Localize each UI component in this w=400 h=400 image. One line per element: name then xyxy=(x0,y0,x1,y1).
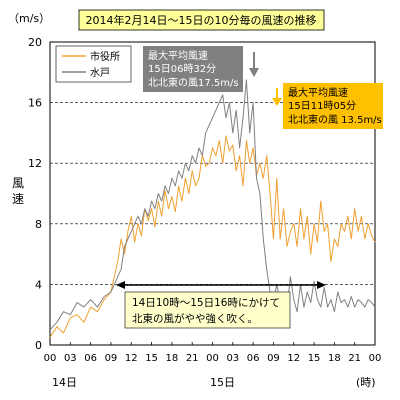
city-max-annotation: 最大平均風速 15日11時05分 北北東の風 13.5m/s xyxy=(272,83,383,129)
x-tick-label: 12 xyxy=(287,353,300,364)
period-note-box xyxy=(124,291,291,329)
x-tick-label: 21 xyxy=(186,353,199,364)
city-max-arrow-head xyxy=(272,98,282,106)
city-max-line-1: 最大平均風速 xyxy=(288,86,348,99)
mito-max-line-1: 最大平均風速 xyxy=(148,49,208,62)
y-unit-label: （m/s） xyxy=(8,12,50,25)
y-tick-label: 4 xyxy=(35,278,42,291)
x-tick-label: 03 xyxy=(64,353,77,364)
y-tick-label: 16 xyxy=(28,97,42,110)
day-label-15: 15日 xyxy=(210,376,235,389)
y-tick-label: 20 xyxy=(28,36,42,49)
mito-max-annotation: 最大平均風速 15日06時32分 北北東の風17.5m/s xyxy=(143,46,259,92)
y-axis-label-char-2: 速 xyxy=(12,192,24,206)
chart-title: 2014年2月14日～15日の10分毎の風速の推移 xyxy=(86,13,317,27)
x-tick-label: 03 xyxy=(226,353,239,364)
x-tick-label: 00 xyxy=(44,353,57,364)
period-note-line-1: 14日10時～15日16時にかけて xyxy=(132,297,280,309)
x-tick-label: 06 xyxy=(84,353,97,364)
series-line-city xyxy=(49,135,376,338)
x-tick-label: 18 xyxy=(328,353,341,364)
y-tick-label: 12 xyxy=(28,157,42,170)
period-note: 14日10時～15日16時にかけて 北東の風がやや強く吹く。 xyxy=(124,291,291,329)
x-unit-label: (時) xyxy=(356,376,376,389)
series-line-mito xyxy=(49,79,376,331)
x-tick-label: 09 xyxy=(105,353,118,364)
legend-label-mito: 水戸 xyxy=(90,67,110,79)
city-max-box xyxy=(283,83,383,129)
y-axis-ticks: 0 4 8 12 16 20 xyxy=(28,36,42,352)
mito-max-arrow-head xyxy=(249,68,259,77)
x-tick-label: 09 xyxy=(267,353,280,364)
y-tick-label: 0 xyxy=(35,339,42,352)
x-tick-label: 15 xyxy=(308,353,321,364)
series-lines xyxy=(49,79,376,338)
x-tick-label: 00 xyxy=(206,353,219,364)
x-tick-label: 12 xyxy=(125,353,138,364)
x-tick-label: 21 xyxy=(348,353,361,364)
mito-max-box xyxy=(143,46,243,92)
city-max-line-2: 15日11時05分 xyxy=(288,100,356,112)
day-label-14: 14日 xyxy=(52,376,77,389)
mito-max-line-2: 15日06時32分 xyxy=(148,63,216,75)
x-axis-ticks: 00 03 06 09 12 15 18 21 00 03 06 09 12 15 18 21 00 xyxy=(44,342,382,364)
x-tick-label: 18 xyxy=(166,353,179,364)
legend-label-city: 市役所 xyxy=(90,50,120,63)
period-arrow-head-right xyxy=(317,281,326,289)
period-note-line-2: 北東の風がやや強く吹く。 xyxy=(132,312,258,325)
y-axis-label-char-1: 風 xyxy=(12,176,24,190)
x-tick-label: 15 xyxy=(145,353,158,364)
y-tick-label: 8 xyxy=(35,218,42,231)
period-arrow xyxy=(116,281,326,289)
mito-max-line-3: 北北東の風17.5m/s xyxy=(148,76,239,89)
x-tick-label: 06 xyxy=(247,353,260,364)
legend-box xyxy=(55,45,132,83)
city-max-line-3: 北北東の風 13.5m/s xyxy=(288,113,382,126)
legend: 市役所 水戸 xyxy=(55,45,132,83)
x-tick-label: 00 xyxy=(369,353,382,364)
title-box xyxy=(78,9,325,31)
period-arrow-head-left xyxy=(116,281,125,289)
